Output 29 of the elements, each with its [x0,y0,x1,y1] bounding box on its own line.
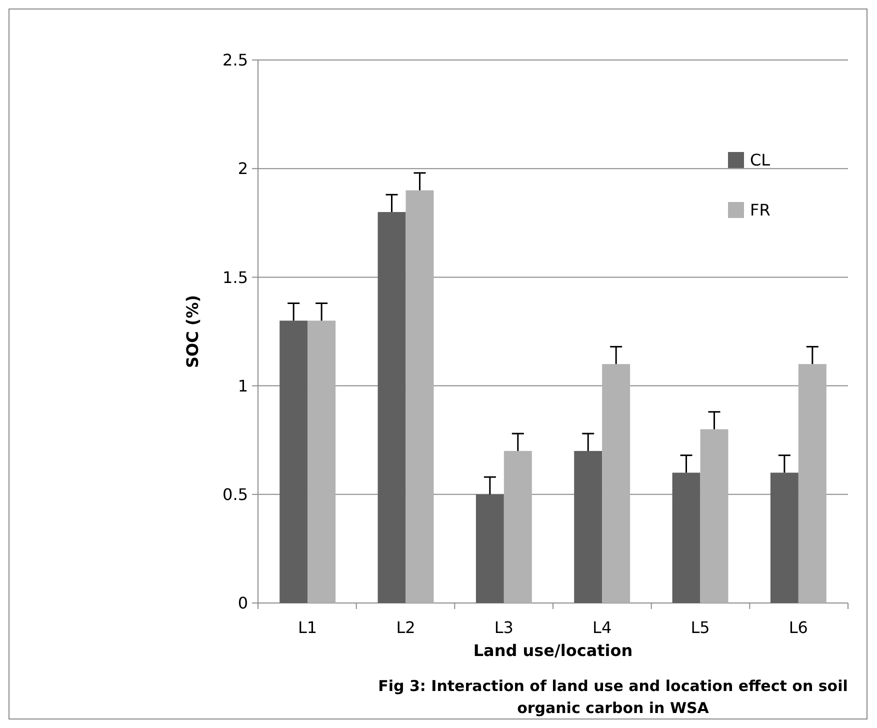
x-tick-label: L4 [592,618,612,637]
bar [378,212,406,603]
text: Fig 3: Interaction of land use and location effect on soil organic carbon in WSA [378,677,848,717]
legend-label: CL [750,150,770,170]
y-axis-title: SOC (%) [183,294,202,368]
bar [406,190,434,603]
y-tick-label: 0.5 [222,485,248,504]
bar [700,429,728,603]
x-axis-title: Land use/location [473,641,633,660]
y-tick-label: 2 [238,159,248,178]
x-tick-label: L6 [788,618,808,637]
x-tick-label: L1 [298,618,318,637]
bar [476,494,504,603]
bar [798,364,826,603]
y-tick-label: 1 [238,376,248,396]
x-tick-label: L5 [690,618,710,637]
bar [672,472,700,603]
y-tick-label: 0 [238,594,248,613]
bar [308,320,336,603]
bar [504,450,532,603]
bar [602,364,630,603]
x-tick-label: L3 [494,618,514,637]
legend-label: FR [750,200,770,220]
x-tick-label: L2 [396,618,416,637]
y-tick-label: 2.5 [222,50,248,70]
bar [770,472,798,603]
bar [280,320,308,603]
bar [574,450,602,603]
y-tick-label: 1.5 [222,268,248,287]
